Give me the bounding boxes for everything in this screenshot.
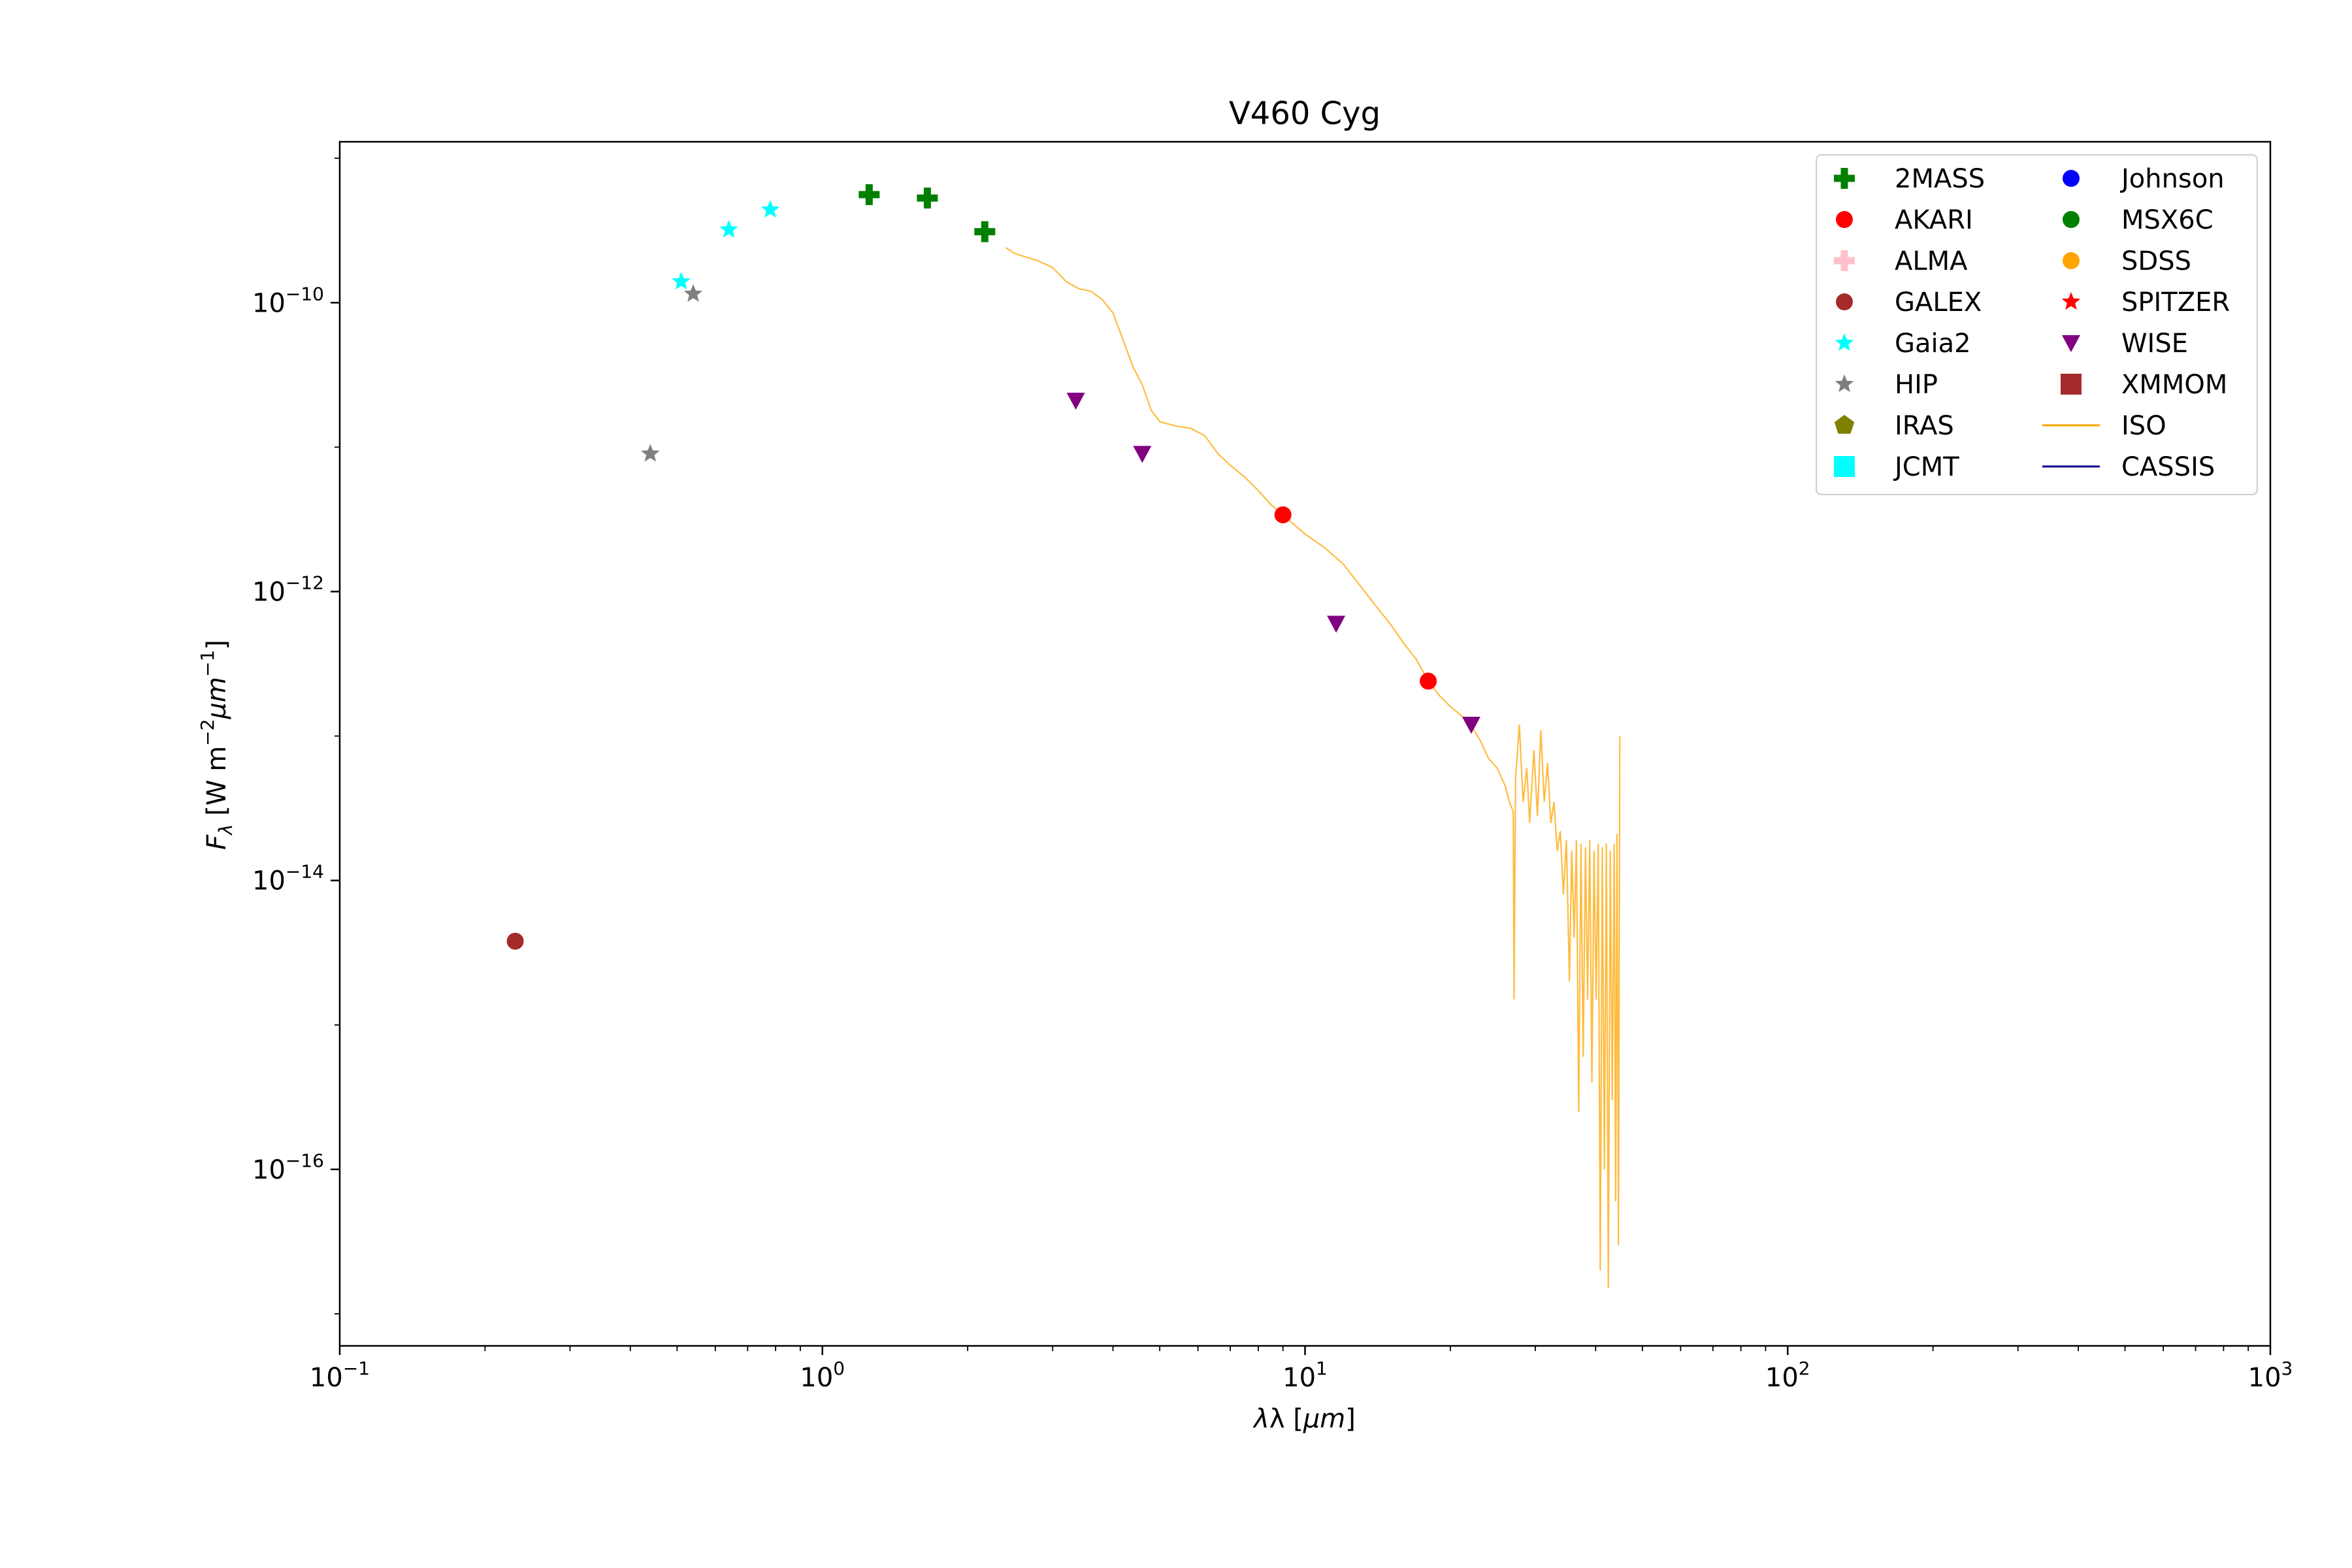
point-wise <box>1327 615 1346 633</box>
legend-swatch-akari <box>1836 211 1853 228</box>
y-axis-label-symbol: F <box>202 834 232 850</box>
legend-item-johnson: Johnson <box>2063 164 2225 194</box>
point-galex <box>506 932 524 950</box>
x-tick-label: 10−1 <box>310 1358 370 1393</box>
chart-title: V460 Cyg <box>1229 95 1380 132</box>
legend: 2MASS AKARI ALMA GALEX Gaia2 HIP IRAS JCMT Johns… <box>1816 154 2258 495</box>
legend-swatch-spitzer <box>2061 292 2081 310</box>
legend-item-iso: ISO <box>2042 411 2166 441</box>
y-axis-label-mu: μm <box>202 677 232 719</box>
y-axis-label-units: [W m <box>202 746 232 825</box>
point-hip <box>641 444 660 462</box>
point-akari <box>1274 506 1292 523</box>
x-axis-label-prefix: λ [ <box>1269 1404 1303 1434</box>
point-hip <box>683 284 703 302</box>
y-axis-label-subscript: λ <box>215 824 237 836</box>
x-tick-label: 101 <box>1282 1358 1328 1393</box>
legend-swatch-iras <box>1834 415 1855 434</box>
y-tick-label: 10−12 <box>252 572 324 607</box>
plot-area <box>506 184 1621 1289</box>
legend-item-jcmt: JCMT <box>1834 452 1959 482</box>
legend-label: XMMOM <box>2121 370 2227 400</box>
point-akari <box>1420 672 1437 690</box>
x-tick-label: 102 <box>1765 1358 1810 1393</box>
legend-label: JCMT <box>1893 452 1959 482</box>
x-axis-label-unit: μm <box>1303 1404 1345 1434</box>
point-2mass <box>974 221 996 242</box>
point-gaia2 <box>672 272 691 290</box>
legend-label: GALEX <box>1895 287 1982 318</box>
legend-label: ALMA <box>1895 246 1968 276</box>
legend-swatch-2mass <box>1834 168 1855 189</box>
x-tick-label: 100 <box>800 1358 845 1393</box>
legend-swatch-hip <box>1835 374 1854 393</box>
legend-item-iras: IRAS <box>1834 411 1954 441</box>
legend-label: IRAS <box>1895 411 1954 441</box>
point-wise <box>1066 393 1085 410</box>
legend-item-galex: GALEX <box>1836 287 1982 318</box>
x-axis-label: λλ [μm] <box>1252 1404 1356 1434</box>
legend-label: WISE <box>2121 329 2188 359</box>
point-gaia2 <box>719 220 738 238</box>
legend-swatch-xmmom <box>2061 374 2082 395</box>
legend-swatch-sdss <box>2063 252 2080 269</box>
legend-item-gaia2: Gaia2 <box>1835 329 1971 359</box>
legend-swatch-johnson <box>2063 170 2080 187</box>
y-axis-label: Fλ [W m−2μm−1] <box>197 640 237 850</box>
legend-item-xmmom: XMMOM <box>2061 370 2227 400</box>
y-axis-label-exp2: −1 <box>197 650 218 677</box>
legend-label: SPITZER <box>2121 287 2230 318</box>
legend-item-cassis: CASSIS <box>2042 452 2215 482</box>
legend-frame <box>1816 154 2258 495</box>
legend-item-sdss: SDSS <box>2063 246 2191 276</box>
y-tick-label: 10−14 <box>252 861 324 896</box>
legend-label: MSX6C <box>2121 205 2213 235</box>
legend-label: 2MASS <box>1895 164 1985 194</box>
legend-swatch-jcmt <box>1834 456 1855 477</box>
point-wise <box>1133 446 1152 463</box>
legend-item-spitzer: SPITZER <box>2061 287 2230 318</box>
legend-item-wise: WISE <box>2062 329 2188 359</box>
line-iso <box>1005 247 1621 1289</box>
y-tick-label: 10−10 <box>252 283 324 318</box>
legend-label: Gaia2 <box>1895 329 1971 359</box>
legend-swatch-alma <box>1834 250 1855 271</box>
point-2mass <box>917 188 938 209</box>
y-axis-ticks: 10−16 10−14 10−12 10−10 <box>252 157 340 1315</box>
legend-swatch-galex <box>1836 293 1853 310</box>
legend-label: SDSS <box>2121 246 2191 276</box>
legend-item-hip: HIP <box>1835 370 1938 400</box>
legend-swatch-gaia2 <box>1835 333 1854 351</box>
legend-item-msx6c: MSX6C <box>2063 205 2213 235</box>
legend-item-akari: AKARI <box>1836 205 1973 235</box>
photometry-markers <box>506 184 1480 950</box>
legend-swatch-msx6c <box>2063 211 2080 228</box>
y-tick-label: 10−16 <box>252 1150 324 1185</box>
point-2mass <box>858 184 880 205</box>
y-axis-label-close: ] <box>202 640 232 650</box>
legend-label: CASSIS <box>2121 452 2215 482</box>
x-axis-label-close: ] <box>1345 1404 1356 1434</box>
point-gaia2 <box>760 200 780 218</box>
legend-label: ISO <box>2121 411 2166 441</box>
x-tick-label: 103 <box>2248 1358 2293 1393</box>
y-axis-label-exp1: −2 <box>197 719 218 745</box>
legend-label: Johnson <box>2119 164 2225 194</box>
legend-swatch-wise <box>2062 335 2080 352</box>
legend-label: HIP <box>1895 370 1938 400</box>
legend-label: AKARI <box>1895 205 1973 235</box>
point-wise <box>1462 717 1480 734</box>
spectrum-lines <box>1005 247 1621 1289</box>
legend-item-alma: ALMA <box>1834 246 1968 276</box>
x-axis-ticks: 10−1 100 101 102 103 <box>310 1346 2293 1393</box>
legend-item-2mass: 2MASS <box>1834 164 1985 194</box>
